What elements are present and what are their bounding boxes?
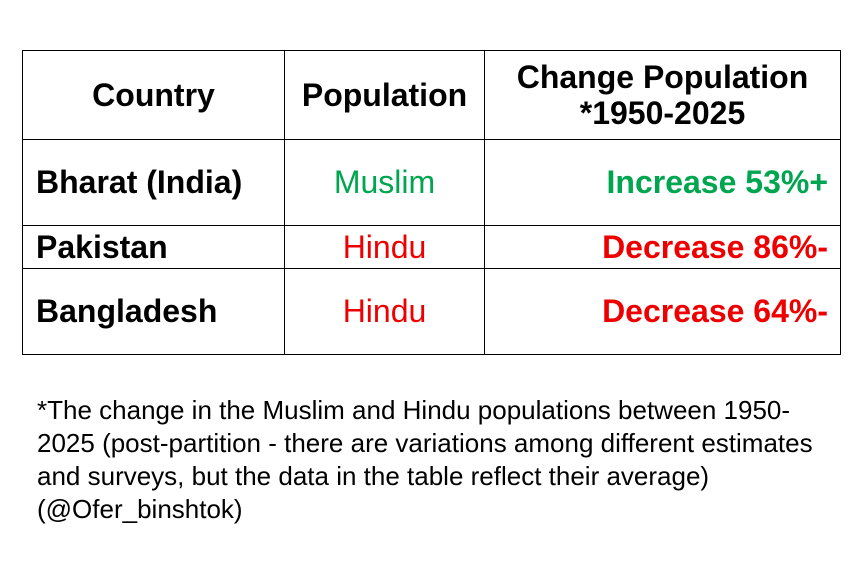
population-change-table: Country Population Change Population *19… (22, 50, 841, 355)
header-population: Population (284, 50, 485, 140)
header-change-line1: Change Population (516, 59, 809, 95)
table-row: Bangladesh Hindu Decrease 64%- (22, 268, 841, 355)
population-cell: Muslim (284, 139, 485, 226)
header-change-line2: *1950-2025 (579, 95, 746, 131)
footnote: *The change in the Muslim and Hindu popu… (37, 395, 813, 524)
change-cell: Decrease 64%- (484, 268, 841, 355)
change-cell: Decrease 86%- (484, 225, 841, 269)
country-cell: Bharat (India) (22, 139, 285, 226)
table-row: Bharat (India) Muslim Increase 53%+ (22, 139, 841, 226)
population-cell: Hindu (284, 225, 485, 269)
header-change: Change Population *1950-2025 (484, 50, 841, 140)
country-cell: Bangladesh (22, 268, 285, 355)
change-cell: Increase 53%+ (484, 139, 841, 226)
header-country: Country (22, 50, 285, 140)
table-header-row: Country Population Change Population *19… (22, 50, 841, 140)
country-cell: Pakistan (22, 225, 285, 269)
table-row: Pakistan Hindu Decrease 86%- (22, 225, 841, 269)
population-cell: Hindu (284, 268, 485, 355)
